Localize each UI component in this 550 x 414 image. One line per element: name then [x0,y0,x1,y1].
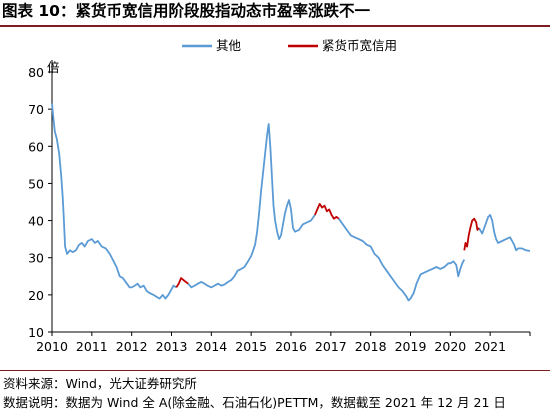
y-tick-label: 70 [28,102,44,117]
series-line-other [478,214,531,252]
x-tick-label: 2010 [36,339,68,354]
y-tick-label: 60 [28,139,44,154]
legend-label-other: 其他 [216,38,242,53]
source-note: 资料来源：Wind，光大证券研究所 [3,376,197,391]
x-tick-label: 2018 [355,339,387,354]
y-tick-label: 30 [28,251,44,266]
x-tick-label: 2012 [116,339,148,354]
y-tick-label: 80 [28,65,44,80]
y-tick-label: 50 [28,176,44,191]
x-tick-label: 2021 [474,339,506,354]
x-tick-label: 2016 [275,339,307,354]
x-tick-label: 2019 [395,339,427,354]
figure-title: 图表 10：紧货币宽信用阶段股指动态市盈率涨跌不一 [2,2,370,20]
x-tick-label: 2017 [315,339,347,354]
series-line-other [51,103,177,300]
x-tick-label: 2020 [434,339,466,354]
x-tick-label: 2015 [235,339,267,354]
y-tick-label: 20 [28,288,44,303]
x-tick-label: 2013 [156,339,188,354]
legend: 其他 紧货币宽信用 [182,38,397,53]
x-tick-label: 2014 [195,339,227,354]
y-tick-label: 10 [28,325,44,340]
y-tick-label: 40 [28,214,44,229]
series-line-tight-money [175,277,189,288]
legend-label-tight: 紧货币宽信用 [322,38,397,53]
footer-divider [0,370,550,371]
series-line-tight-money [314,203,340,220]
series-lines [51,103,531,302]
title-divider [0,25,550,27]
x-tick-label: 2011 [76,339,108,354]
data-note: 数据说明：数据为 Wind 全 A(除金融、石油石化)PETTM，数据截至 20… [3,395,506,410]
y-axis-unit: 倍 [47,60,60,75]
series-line-other [338,218,466,302]
series-line-other [187,123,316,289]
x-axis: 2010 2011 2012 2013 2014 2015 2016 2017 2018 2019… [36,331,531,354]
series-line-tight-money [463,217,480,251]
y-axis: 10 20 30 40 50 60 70 80 [28,60,53,340]
